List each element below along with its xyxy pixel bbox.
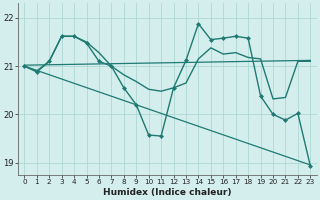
- X-axis label: Humidex (Indice chaleur): Humidex (Indice chaleur): [103, 188, 232, 197]
